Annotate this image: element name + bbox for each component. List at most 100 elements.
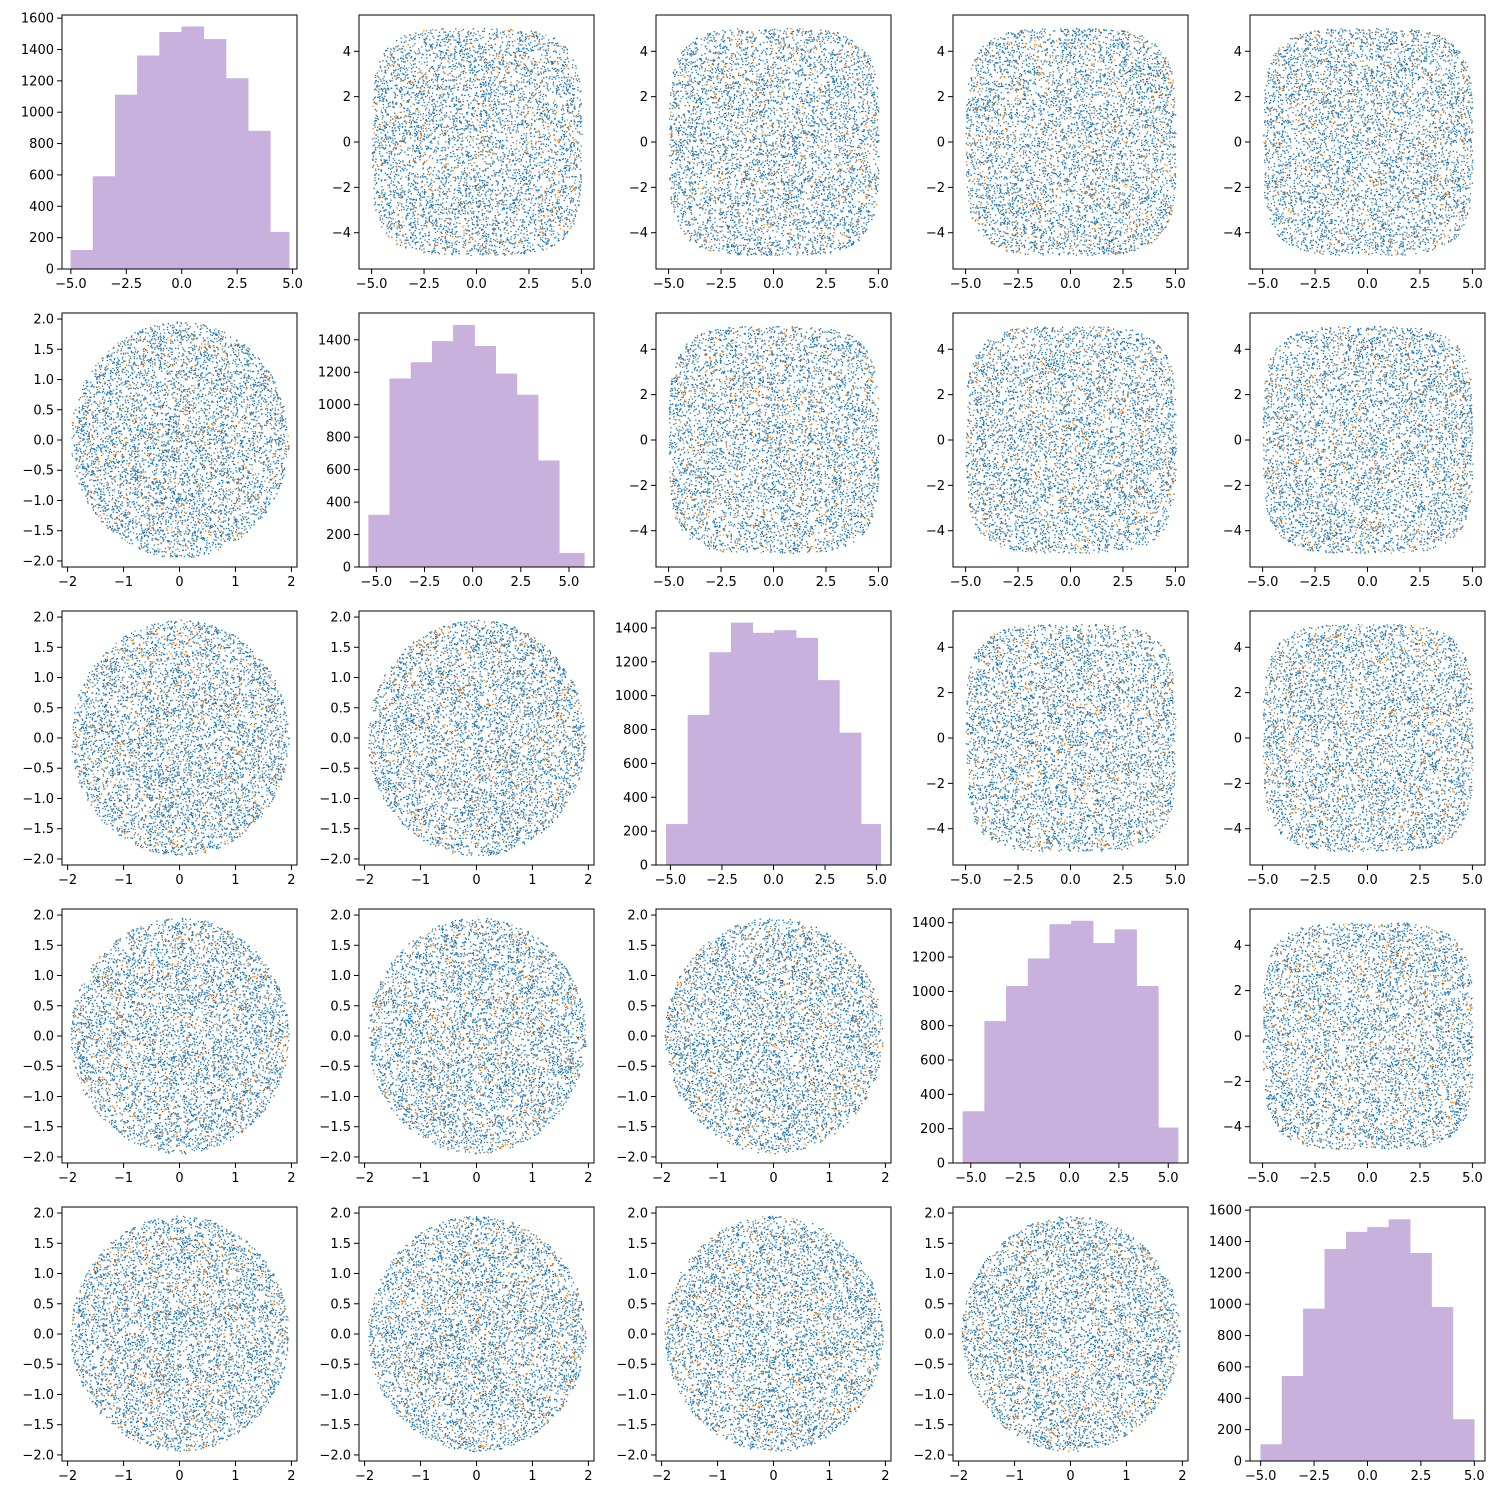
x-tick-label: −2.5 (706, 873, 738, 888)
y-tick-label: 1000 (912, 985, 945, 1000)
scatter-points (70, 1215, 289, 1452)
axes-frame (655, 14, 892, 270)
histogram-bar (181, 26, 205, 270)
y-tick-label: 1600 (1209, 1204, 1242, 1219)
y-tick-label: 0.5 (33, 403, 54, 418)
y-tick-label: 4 (1234, 641, 1242, 656)
scatter-points (71, 321, 290, 558)
y-tick-label: −4 (1223, 226, 1242, 241)
y-tick-label: 2 (1234, 686, 1242, 701)
x-tick-label: 1 (528, 1469, 536, 1484)
y-tick-label: 0.0 (33, 1030, 54, 1045)
series-primary-points (664, 1215, 884, 1452)
histogram-bar (1092, 943, 1116, 1164)
axes-frame (358, 610, 595, 866)
y-tick-label: −1.0 (616, 1388, 648, 1403)
series-primary-points (368, 1215, 587, 1453)
scatter-points (368, 1215, 587, 1453)
x-tick-label: 0.0 (462, 575, 483, 590)
y-tick-label: −4 (926, 226, 945, 241)
histogram-bar (1345, 1231, 1368, 1462)
x-tick-label: 2 (287, 1171, 295, 1186)
y-tick-label: 0.0 (627, 1328, 648, 1343)
histogram-bar (1367, 1227, 1390, 1462)
x-tick-label: 5.0 (1462, 873, 1483, 888)
histogram-bar (247, 130, 271, 270)
y-tick-label: 2 (343, 90, 351, 105)
y-tick-label: 0.5 (330, 999, 351, 1014)
x-tick-label: −2.5 (408, 277, 440, 292)
y-tick-label: 2.0 (33, 909, 54, 924)
y-tick-label: −1.5 (616, 1418, 648, 1433)
y-tick-label: −1.5 (913, 1418, 945, 1433)
x-tick-label: 1 (231, 1171, 239, 1186)
panel-2-2: −5.0 −2.5 0.0 2.5 5.0 0 200 400 600 800 1000 1200 14… (615, 610, 892, 888)
y-tick-label: 0.0 (924, 1328, 945, 1343)
y-tick-label: 1.5 (330, 939, 351, 954)
y-tick-label: 600 (29, 168, 54, 183)
x-tick-label: −5.0 (1245, 1469, 1277, 1484)
series-primary-points (1262, 624, 1474, 852)
y-tick-label: −0.5 (616, 1060, 648, 1075)
y-tick-label: −0.5 (22, 464, 54, 479)
y-tick-label: 0 (46, 263, 54, 278)
y-tick-label: 1.0 (330, 671, 351, 686)
y-tick-label: 1.0 (33, 671, 54, 686)
y-tick-label: 1200 (318, 366, 351, 381)
y-tick-label: −1.0 (319, 1090, 351, 1105)
histogram-bar (1431, 1307, 1454, 1462)
x-tick-label: 0.0 (1357, 1469, 1378, 1484)
series-secondary-points (666, 1216, 884, 1451)
x-tick-label: 0 (472, 1171, 480, 1186)
panel-1-3: −5.0 −2.5 0.0 2.5 5.0 −4 −2 0 2 4 (926, 312, 1189, 590)
y-tick-label: −0.5 (616, 1358, 648, 1373)
series-primary-points (668, 326, 880, 554)
panel-4-1: −2 −1 0 1 2 −2.0 −1.5 −1.0 −0.5 0.0 0.5 1.0 1.5 2.0 (319, 1206, 595, 1484)
y-tick-label: 2.0 (33, 611, 54, 626)
x-tick-label: 5.0 (1165, 575, 1186, 590)
y-tick-label: 1.0 (330, 1267, 351, 1282)
y-tick-label: 1.5 (33, 939, 54, 954)
x-tick-label: −2.5 (111, 277, 143, 292)
x-tick-label: 2.5 (227, 277, 248, 292)
y-tick-label: 1.0 (627, 1267, 648, 1282)
y-tick-label: 0 (640, 859, 648, 874)
x-tick-label: 1 (231, 575, 239, 590)
y-tick-label: 200 (920, 1122, 945, 1137)
histogram-bar (1049, 924, 1072, 1164)
scatter-points (70, 917, 290, 1155)
y-tick-label: 2 (640, 388, 648, 403)
scatter-points (368, 918, 587, 1155)
histogram-bar (666, 824, 689, 866)
panel-2-1: −2 −1 0 1 2 −2.0 −1.5 −1.0 −0.5 0.0 0.5 1.0 1.5 2.0 (319, 610, 595, 888)
panel-0-3: −5.0 −2.5 0.0 2.5 5.0 −4 −2 0 2 4 (926, 14, 1189, 292)
axes-frame (358, 908, 595, 1164)
y-tick-label: 800 (29, 137, 54, 152)
x-tick-label: −1 (708, 1469, 727, 1484)
y-tick-label: −2 (1223, 1075, 1242, 1090)
panel-1-4: −5.0 −2.5 0.0 2.5 5.0 −4 −2 0 2 4 (1223, 312, 1486, 590)
x-tick-label: 0 (769, 1171, 777, 1186)
x-tick-label: −5.0 (1247, 1171, 1279, 1186)
y-tick-label: 1.0 (33, 1267, 54, 1282)
y-tick-label: −1.5 (319, 1120, 351, 1135)
y-tick-label: −2.0 (22, 1150, 54, 1165)
x-tick-label: 5.0 (1165, 277, 1186, 292)
x-tick-label: −2.5 (1002, 873, 1034, 888)
series-secondary-points (71, 322, 290, 558)
series-primary-points (1262, 326, 1474, 554)
panel-3-1: −2 −1 0 1 2 −2.0 −1.5 −1.0 −0.5 0.0 0.5 1.0 1.5 2.0 (319, 908, 595, 1186)
x-tick-label: −5.0 (955, 1171, 987, 1186)
y-tick-label: 2 (1234, 984, 1242, 999)
x-tick-label: −1 (114, 1171, 133, 1186)
series-secondary-points (1262, 922, 1474, 1150)
x-tick-label: 2.5 (510, 575, 531, 590)
panel-3-2: −2 −1 0 1 2 −2.0 −1.5 −1.0 −0.5 0.0 0.5 1.0 1.5 2.0 (616, 908, 892, 1186)
scatter-points (71, 619, 290, 856)
y-tick-label: 1.5 (33, 641, 54, 656)
y-tick-label: 2.0 (330, 909, 351, 924)
y-tick-label: −2.0 (22, 852, 54, 867)
x-tick-label: 0.0 (1357, 873, 1378, 888)
y-tick-label: 1200 (912, 951, 945, 966)
y-tick-label: 1.5 (627, 1237, 648, 1252)
